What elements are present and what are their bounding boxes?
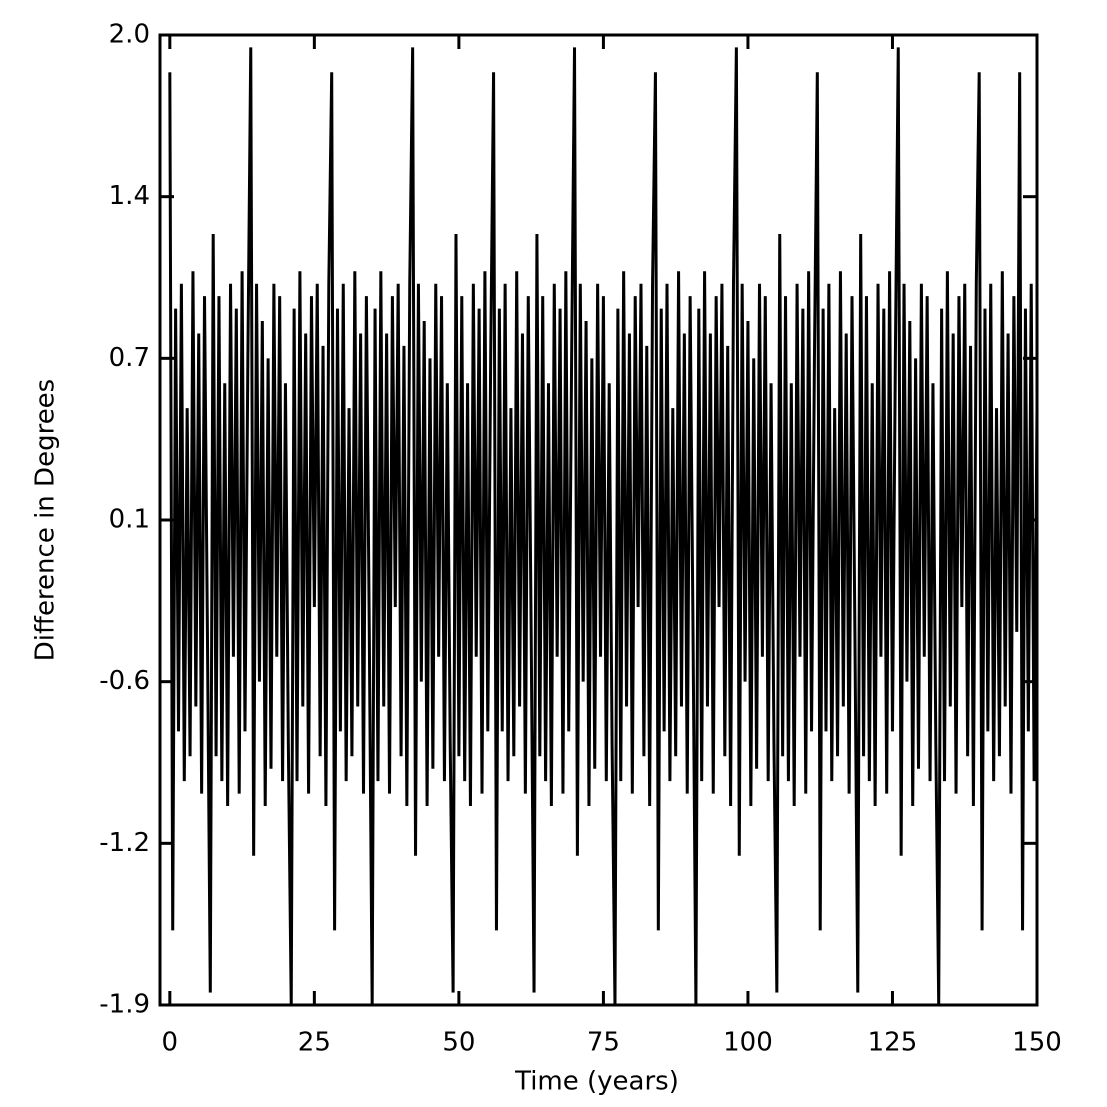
x-tick-label: 100 bbox=[723, 1028, 773, 1058]
x-tick-label: 25 bbox=[298, 1028, 331, 1058]
x-tick-label: 75 bbox=[587, 1028, 620, 1058]
y-tick-label: -0.6 bbox=[99, 666, 150, 696]
data-line bbox=[168, 47, 1037, 1005]
x-tick-label: 0 bbox=[162, 1028, 179, 1058]
x-tick-label: 125 bbox=[868, 1028, 918, 1058]
y-tick-label: 2.0 bbox=[109, 20, 150, 50]
y-tick-label: 0.1 bbox=[109, 505, 150, 535]
y-tick-label: 1.4 bbox=[109, 181, 150, 211]
y-tick-label: 0.7 bbox=[109, 343, 150, 373]
y-tick-label: -1.2 bbox=[99, 828, 150, 858]
x-tick-label: 50 bbox=[442, 1028, 475, 1058]
y-axis-label: Difference in Degrees bbox=[31, 379, 61, 661]
plot-frame bbox=[158, 33, 1039, 1007]
x-tick-label: 150 bbox=[1012, 1028, 1062, 1058]
y-tick-label: -1.9 bbox=[99, 990, 150, 1020]
x-axis-label: Time (years) bbox=[514, 1067, 679, 1097]
